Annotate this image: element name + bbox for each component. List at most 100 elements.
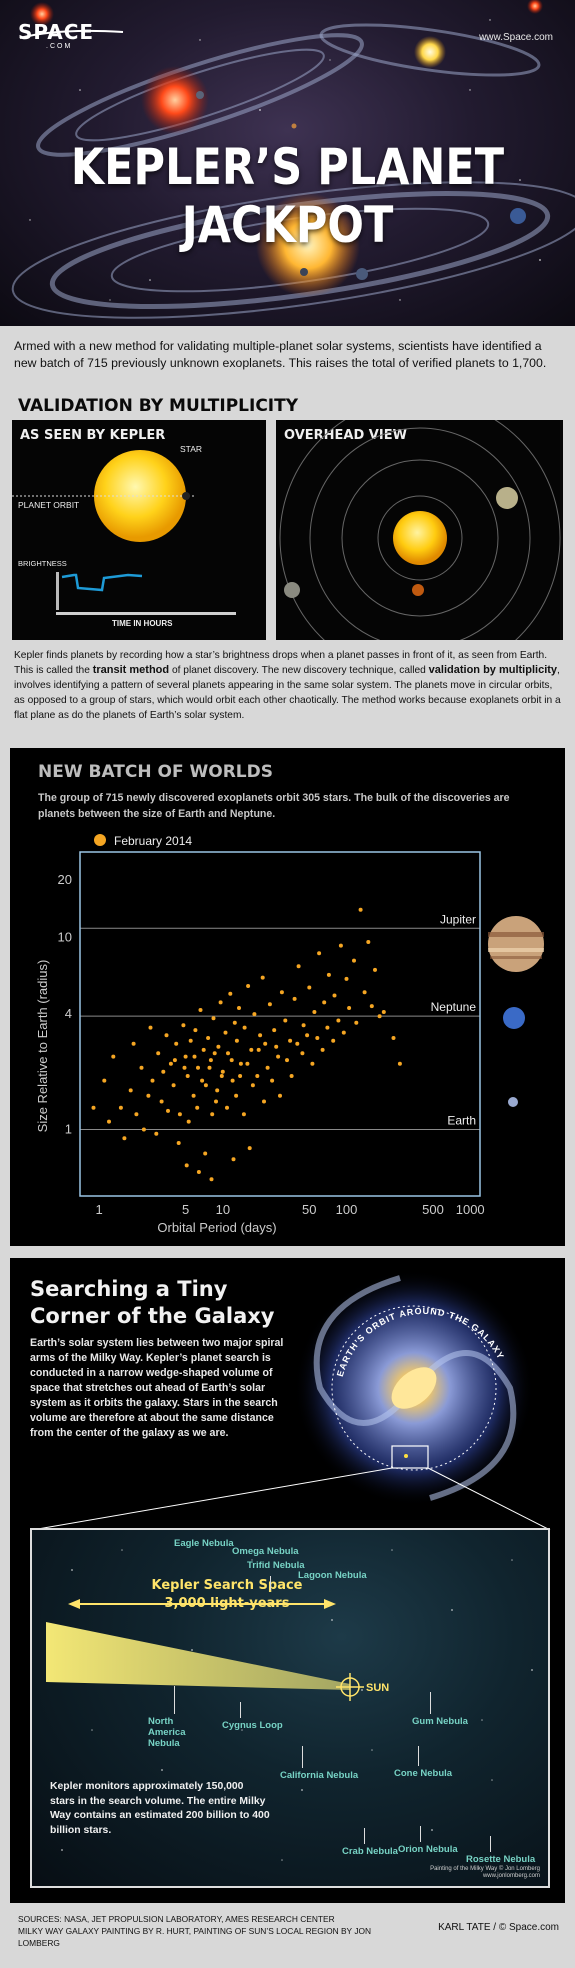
x-tick-label: 1000 [456, 1202, 485, 1217]
credits-line: MILKY WAY GALAXY PAINTING BY R. HURT, PA… [18, 1926, 372, 1948]
data-point [238, 1074, 243, 1078]
data-point [107, 1119, 111, 1124]
data-point [183, 1054, 188, 1059]
data-point [230, 1078, 235, 1083]
data-point [262, 1099, 266, 1104]
data-point [234, 1093, 239, 1098]
data-point [256, 1047, 261, 1052]
gum-nebula-label: Gum Nebula [412, 1716, 468, 1727]
kepler-view-panel: AS SEEN BY KEPLER STAR PLANET ORBIT BRIG… [12, 420, 266, 640]
hero-banner: SPACE .COM www.Space.com KEPLER’S PLANET… [0, 0, 575, 326]
logo-sub: .COM [46, 43, 73, 50]
data-point [201, 1047, 206, 1052]
data-point [229, 1058, 234, 1063]
data-point [246, 984, 251, 988]
orion-nebula-label: Orion Nebula [398, 1844, 458, 1855]
space-logo[interactable]: SPACE .COM [18, 14, 128, 54]
data-point [206, 1036, 211, 1040]
x-tick-label: 100 [336, 1202, 358, 1217]
plot-frame [79, 851, 481, 1197]
cygnus-loop-label: Cygnus Loop [222, 1720, 283, 1731]
logo-swoosh-icon [19, 29, 124, 39]
search-beam [46, 1622, 350, 1690]
x-tick-label: 10 [216, 1202, 230, 1217]
data-point [156, 1051, 161, 1056]
data-point [373, 967, 377, 972]
footer-author: KARL TATE / © Space.com [438, 1922, 559, 1933]
neptune-icon [503, 1007, 525, 1029]
data-point [196, 1170, 201, 1174]
data-point [283, 1018, 288, 1023]
data-point [91, 1105, 96, 1110]
kepler-view-title: AS SEEN BY KEPLER [20, 428, 166, 443]
brightness-label: BRIGHTNESS [18, 559, 67, 568]
light-curve [61, 573, 143, 592]
data-point [164, 1033, 169, 1038]
data-point [255, 1074, 260, 1078]
california-nebula-label: California Nebula [280, 1770, 359, 1781]
data-point [252, 1012, 257, 1017]
data-point [352, 958, 356, 963]
data-point [310, 1061, 315, 1066]
data-point [215, 1088, 220, 1093]
data-point [232, 1020, 237, 1025]
crab-nebula-label: Crab Nebula [342, 1846, 398, 1857]
legend-marker [94, 834, 106, 846]
central-star [393, 511, 447, 565]
data-point [148, 1025, 153, 1030]
method-description: Kepler finds planets by recording how a … [14, 650, 561, 721]
data-point [397, 1061, 402, 1066]
arrow-icon [240, 1702, 241, 1718]
data-point [185, 1074, 190, 1078]
data-point [228, 991, 233, 996]
jupiter-icon [488, 916, 544, 972]
validation-heading: VALIDATION BY MULTIPLICITY [18, 396, 299, 416]
data-point [122, 1136, 127, 1141]
site-url[interactable]: www.Space.com [479, 32, 553, 43]
data-point [270, 1078, 275, 1083]
reference-label-neptune: Neptune [431, 1000, 477, 1014]
overhead-view-panel: OVERHEAD VIEW [276, 420, 563, 640]
arrow-icon [420, 1826, 421, 1842]
data-point [258, 1033, 263, 1038]
data-point [234, 1038, 239, 1043]
data-point [203, 1151, 208, 1156]
transiting-planet [182, 492, 190, 500]
data-point [134, 1112, 139, 1117]
data-point [362, 990, 367, 995]
data-point [245, 1061, 250, 1066]
data-point [315, 1036, 320, 1040]
data-point [193, 1028, 198, 1033]
data-point [272, 1028, 277, 1033]
data-point [211, 1016, 216, 1021]
data-point [300, 1051, 305, 1056]
data-point [242, 1025, 247, 1030]
data-point [172, 1058, 177, 1063]
arrow-icon [174, 1686, 175, 1714]
x-tick-label: 500 [422, 1202, 444, 1217]
intro-text: Armed with a new method for validating m… [14, 339, 547, 370]
y-tick-label: 4 [65, 1006, 72, 1021]
data-point [231, 1157, 236, 1162]
search-space-distance: 3,000 light-years [164, 1596, 290, 1611]
data-point [219, 1074, 224, 1078]
data-point [203, 1083, 208, 1088]
overhead-view-title: OVERHEAD VIEW [284, 428, 407, 443]
data-point [195, 1105, 200, 1110]
data-point [296, 964, 301, 969]
data-point [285, 1058, 289, 1063]
footer-sources: SOURCES: NASA, JET PROPULSION LABORATORY… [18, 1913, 378, 1949]
data-point [210, 1112, 215, 1117]
arrow-icon [364, 1828, 365, 1844]
data-point [344, 976, 349, 981]
data-point [338, 943, 343, 948]
y-tick-label: 1 [65, 1122, 72, 1137]
x-tick-label: 5 [182, 1202, 189, 1217]
reference-label-jupiter: Jupiter [440, 912, 476, 926]
legend-label: February 2014 [114, 834, 192, 848]
rosette-nebula-label: Rosette Nebula [466, 1854, 536, 1865]
y-tick-label: 10 [58, 930, 72, 945]
data-point [354, 1020, 359, 1025]
data-point [216, 1044, 221, 1049]
sun-label: SUN [366, 1682, 389, 1694]
